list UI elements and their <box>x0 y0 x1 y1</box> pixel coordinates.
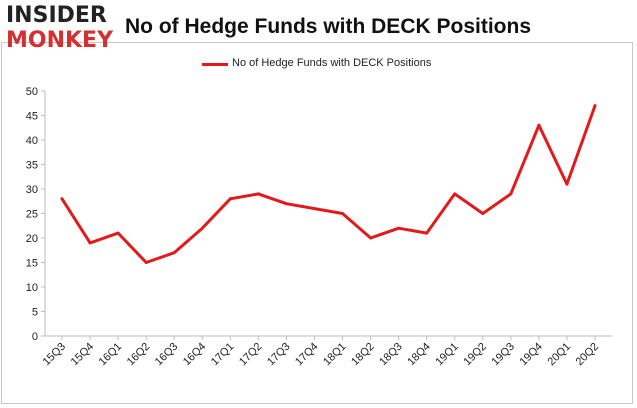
x-tick-label: 16Q3 <box>153 341 181 369</box>
data-point <box>425 231 429 235</box>
x-tick-label: 19Q2 <box>461 341 489 369</box>
x-tick-label: 20Q1 <box>546 341 574 369</box>
insider-monkey-logo: INSIDER MONKEY <box>6 5 118 53</box>
x-tick-label: 18Q2 <box>349 341 377 369</box>
data-point <box>537 123 541 127</box>
data-point <box>60 197 64 201</box>
chart-axes <box>44 91 612 337</box>
x-tick-label: 16Q2 <box>125 341 153 369</box>
data-point <box>341 212 345 215</box>
data-point <box>397 226 401 230</box>
x-tick-label: 18Q3 <box>377 341 405 369</box>
y-tick-label: 5 <box>32 307 38 319</box>
y-tick-label: 0 <box>32 331 38 343</box>
data-point <box>453 192 457 196</box>
data-point <box>369 236 373 240</box>
y-tick-label: 15 <box>26 258 38 270</box>
data-point <box>172 251 176 255</box>
y-tick-label: 30 <box>26 184 38 196</box>
data-point <box>200 226 204 230</box>
series-layer <box>60 104 597 264</box>
x-tick-label: 15Q4 <box>69 341 97 369</box>
x-tick-label: 17Q1 <box>209 341 237 369</box>
chart-title: No of Hedge Funds with DECK Positions <box>125 15 531 38</box>
x-tick-label: 18Q1 <box>321 341 349 369</box>
x-axis-ticks: 15Q3 15Q4 16Q1 16Q2 16Q3 16Q4 17Q1 17Q2 17Q3 17Q4… <box>41 336 602 369</box>
logo-text-top: INSIDER <box>6 3 107 28</box>
y-tick-label: 25 <box>26 209 38 221</box>
x-tick-label: 16Q1 <box>97 341 125 369</box>
y-tick-label: 10 <box>26 282 38 294</box>
data-point <box>593 104 597 108</box>
logo-text-bottom: MONKEY <box>6 28 114 53</box>
series-line <box>60 104 597 264</box>
x-tick-label: 20Q2 <box>574 341 602 369</box>
x-tick-label: 18Q4 <box>405 341 433 369</box>
data-point <box>228 197 232 201</box>
y-tick-label: 35 <box>26 160 38 172</box>
x-tick-label: 15Q3 <box>41 341 69 369</box>
x-tick-label: 19Q1 <box>433 341 461 369</box>
x-tick-label: 17Q3 <box>265 341 293 369</box>
data-point <box>256 192 260 196</box>
data-point <box>312 207 316 211</box>
x-tick-label: 17Q4 <box>293 341 321 369</box>
x-tick-label: 17Q2 <box>237 341 265 369</box>
y-axis-ticks: 0 5 10 15 20 25 30 35 40 45 50 <box>26 86 45 343</box>
y-tick-label: 20 <box>26 233 38 245</box>
y-tick-label: 45 <box>26 111 38 123</box>
x-tick-label: 19Q3 <box>489 341 517 369</box>
y-tick-label: 40 <box>26 135 38 147</box>
x-tick-label: 19Q4 <box>517 341 545 369</box>
legend-line-swatch <box>202 63 228 66</box>
data-point <box>481 212 485 215</box>
data-point <box>144 261 148 264</box>
x-tick-label: 16Q4 <box>181 341 209 369</box>
data-point <box>88 241 92 245</box>
data-point <box>509 192 513 196</box>
legend-label: No of Hedge Funds with DECK Positions <box>232 57 432 69</box>
y-tick-label: 50 <box>26 86 38 98</box>
data-point <box>284 202 288 206</box>
chart-frame <box>1 42 633 404</box>
data-point <box>116 231 120 235</box>
data-point <box>565 182 569 186</box>
